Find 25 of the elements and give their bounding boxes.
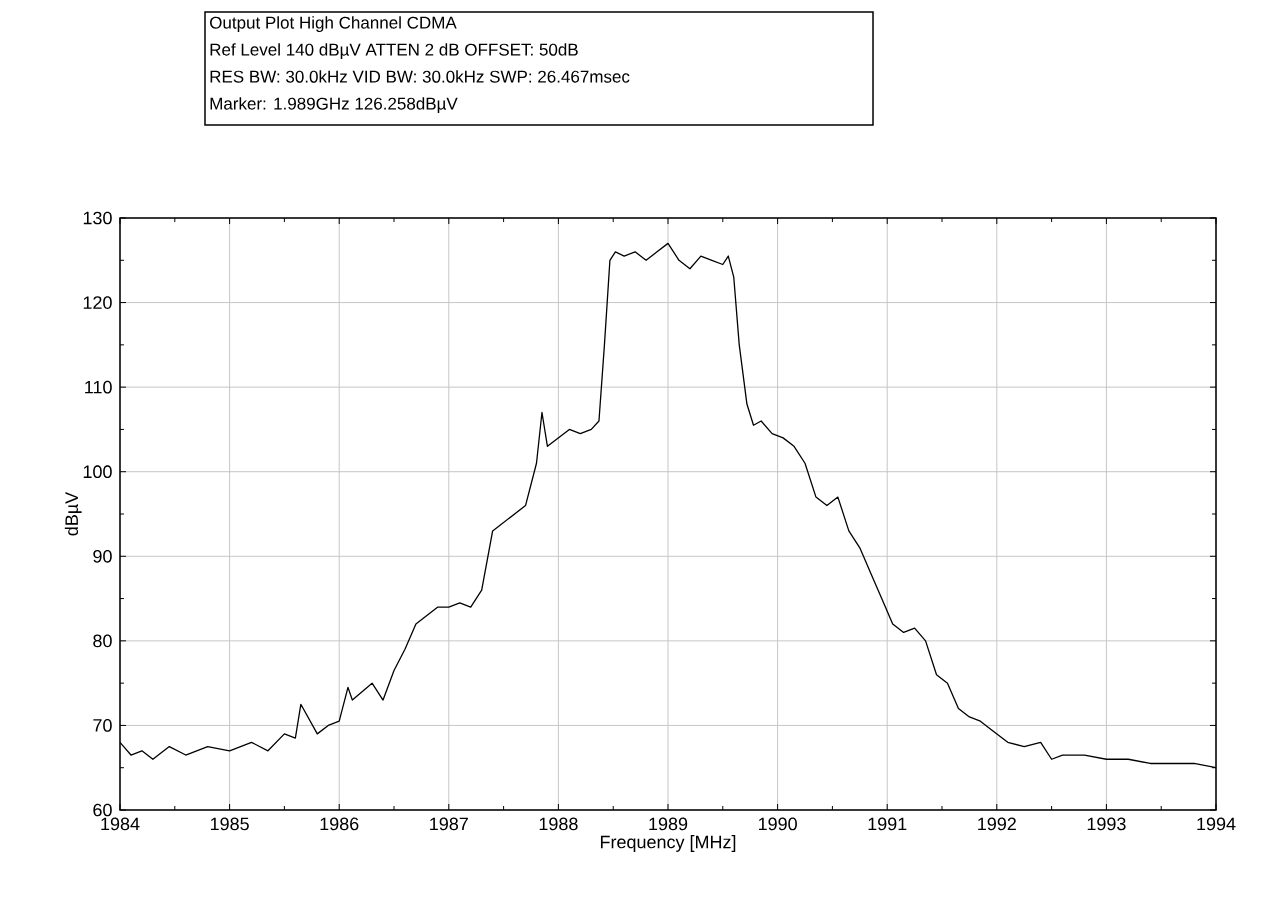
text: Ref Level 140 dBµV ATTEN 2 dB OFFSET: 50dB xyxy=(210,43,578,60)
x-axis-title: Frequency [MHz] xyxy=(600,835,736,852)
y-tick-label: 80 xyxy=(93,634,112,648)
x-tick-label: 1994 xyxy=(1197,817,1236,831)
x-tick-label: 1989 xyxy=(649,817,688,831)
x-tick-label: 1990 xyxy=(758,817,797,831)
y-tick-label: 70 xyxy=(93,719,112,732)
x-tick-label: 1985 xyxy=(210,817,249,831)
y-tick-label: 100 xyxy=(83,465,112,479)
y-tick-label: 90 xyxy=(93,549,112,563)
x-tick-label: 1992 xyxy=(978,817,1016,831)
chart-title: Output Plot High Channel CDMA xyxy=(210,16,457,33)
text: RES BW: 30.0kHz VID BW: 30.0kHz SWP: 26.467msec xyxy=(210,70,630,83)
y-tick-label: 110 xyxy=(85,380,112,394)
x-tick-label: 1993 xyxy=(1087,817,1126,831)
text: Marker: 1.989GHz 126.258dBµV xyxy=(210,97,458,114)
y-tick-label: 120 xyxy=(83,296,112,309)
y-tick-label: 130 xyxy=(83,211,112,225)
x-tick-label: 1987 xyxy=(430,817,468,831)
x-tick-label: 1986 xyxy=(320,817,359,831)
y-axis-title: dBµV xyxy=(64,491,82,536)
y-tick-label: 60 xyxy=(93,803,112,817)
x-tick-label: 1991 xyxy=(868,817,907,831)
x-tick-label: 1988 xyxy=(539,817,578,831)
x-tick-label: 1984 xyxy=(101,817,140,831)
